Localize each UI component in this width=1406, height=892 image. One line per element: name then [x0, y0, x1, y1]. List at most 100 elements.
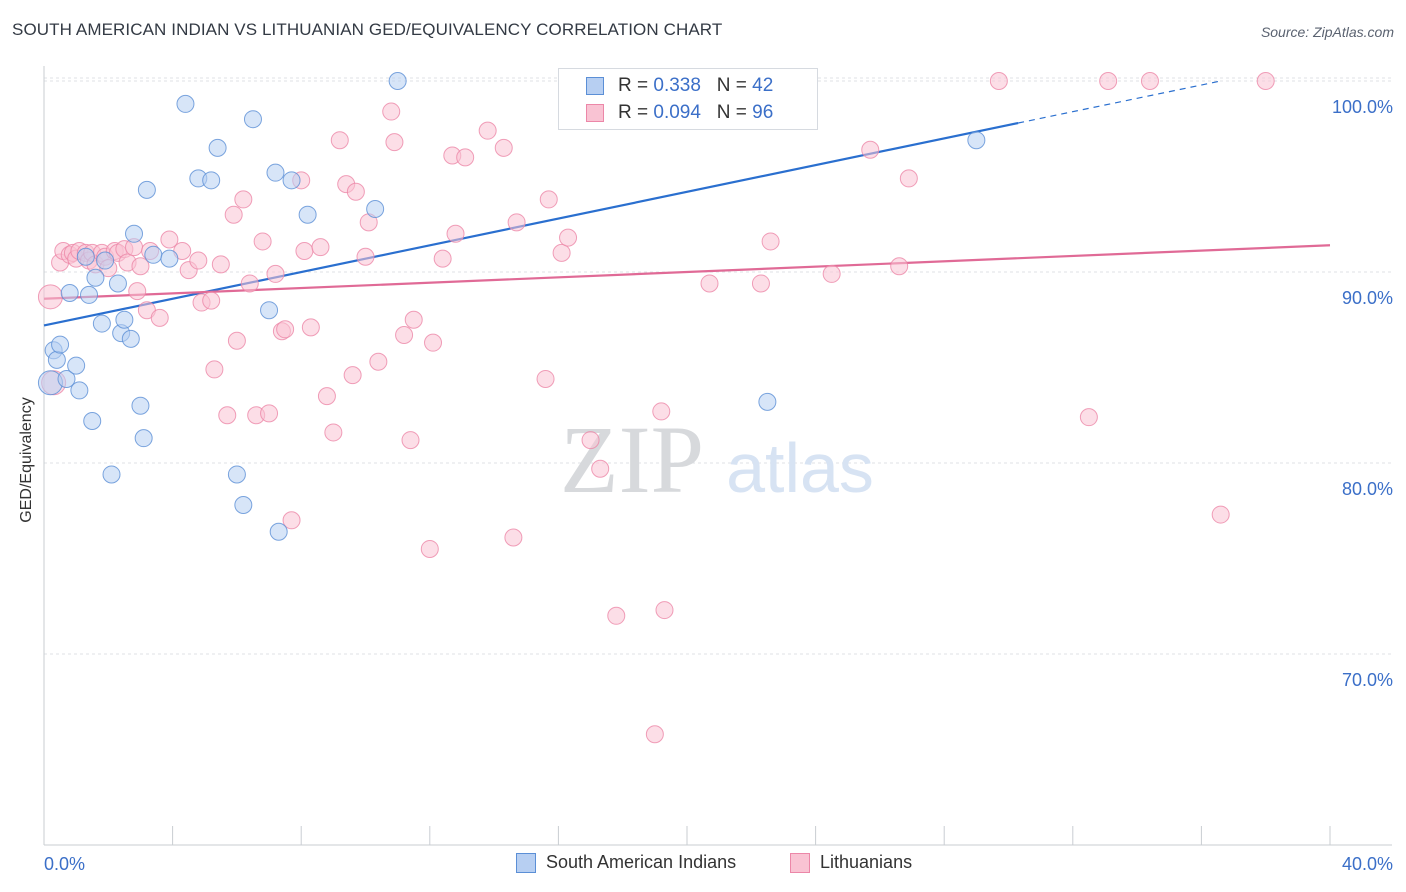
point-lithuanians	[861, 140, 880, 159]
point-south-american-indians	[47, 350, 66, 369]
legend-row-lithuanians: R = 0.094 N = 96	[586, 101, 773, 125]
point-south-american-indians	[388, 72, 407, 90]
bottom-legend-lithuanians: Lithuanians	[790, 852, 912, 873]
point-lithuanians	[536, 369, 555, 388]
point-lithuanians	[276, 320, 295, 339]
watermark: ZIP atlas	[560, 406, 874, 513]
point-lithuanians	[761, 232, 780, 251]
point-south-american-indians	[92, 314, 111, 333]
point-south-american-indians	[121, 329, 140, 348]
tick-labels: 70.0% 80.0% 90.0% 100.0% 0.0% 40.0%	[44, 97, 1393, 874]
point-lithuanians	[507, 213, 526, 232]
point-south-american-indians	[115, 310, 134, 329]
point-lithuanians	[128, 282, 147, 301]
point-lithuanians	[205, 360, 224, 379]
point-south-american-indians	[51, 335, 70, 354]
point-lithuanians	[890, 257, 909, 276]
watermark-zip: ZIP	[560, 406, 704, 513]
point-lithuanians	[202, 291, 221, 310]
legend-row-south-american-indians: R = 0.338 N = 42	[586, 74, 773, 98]
point-lithuanians	[260, 404, 279, 423]
point-lithuanians	[424, 333, 443, 352]
point-lithuanians	[324, 423, 343, 442]
point-lithuanians	[504, 528, 523, 547]
watermark-atlas: atlas	[726, 429, 874, 507]
point-lithuanians	[282, 511, 301, 530]
trend-line-extension	[1018, 80, 1221, 124]
point-lithuanians	[385, 133, 404, 152]
point-lithuanians	[395, 326, 414, 345]
point-south-american-indians	[67, 356, 86, 375]
point-lithuanians	[552, 243, 571, 262]
legend-n-label: N =	[716, 102, 747, 123]
point-lithuanians	[433, 249, 452, 268]
point-south-american-indians	[108, 274, 127, 293]
trend-lines	[43, 80, 1331, 327]
point-lithuanians	[1140, 72, 1159, 90]
point-lithuanians	[581, 431, 600, 450]
point-south-american-indians	[60, 284, 79, 303]
bottom-legend-label-1: South American Indians	[546, 852, 737, 872]
point-south-american-indians	[102, 465, 121, 484]
point-lithuanians	[211, 255, 230, 274]
point-lithuanians	[37, 284, 63, 310]
point-south-american-indians	[125, 224, 144, 243]
correlation-legend: R = 0.338 N = 42 R = 0.094 N = 96	[558, 68, 818, 130]
point-south-american-indians	[57, 369, 76, 388]
point-lithuanians	[494, 138, 513, 157]
point-lithuanians	[1079, 408, 1098, 427]
y-tick-label: 70.0%	[1342, 670, 1393, 690]
point-south-american-indians	[227, 465, 246, 484]
legend-swatch-pink	[586, 104, 604, 122]
point-south-american-indians	[202, 171, 221, 190]
point-lithuanians	[1099, 72, 1118, 90]
legend-r-value-2: 0.094	[653, 102, 701, 123]
point-south-american-indians	[176, 94, 195, 113]
point-lithuanians	[343, 366, 362, 385]
point-lithuanians	[301, 318, 320, 337]
point-lithuanians	[317, 387, 336, 406]
x-tick-label-min: 0.0%	[44, 854, 85, 874]
point-lithuanians	[607, 606, 626, 625]
point-south-american-indians	[260, 301, 279, 320]
point-south-american-indians	[86, 268, 105, 287]
point-lithuanians	[655, 601, 674, 620]
point-south-american-indians	[144, 245, 163, 264]
point-lithuanians	[478, 121, 497, 140]
point-south-american-indians	[70, 381, 89, 400]
point-lithuanians	[1256, 72, 1275, 90]
point-lithuanians	[253, 232, 272, 251]
gridlines	[44, 77, 1392, 655]
point-south-american-indians	[282, 171, 301, 190]
point-south-american-indians	[243, 110, 262, 129]
point-lithuanians	[330, 131, 349, 150]
legend-r-label: R =	[618, 102, 649, 123]
point-lithuanians	[899, 169, 918, 188]
point-lithuanians	[131, 257, 150, 276]
point-lithuanians	[652, 402, 671, 421]
point-south-american-indians	[208, 138, 227, 157]
point-lithuanians	[240, 274, 259, 293]
point-lithuanians	[227, 331, 246, 350]
bottom-legend-swatch-blue	[516, 852, 536, 873]
point-lithuanians	[356, 247, 375, 266]
y-tick-label: 100.0%	[1332, 97, 1393, 117]
point-lithuanians	[700, 274, 719, 293]
point-lithuanians	[234, 190, 253, 209]
point-lithuanians	[822, 264, 841, 283]
point-south-american-indians	[269, 522, 288, 541]
point-south-american-indians	[298, 205, 317, 224]
axes	[43, 66, 1392, 846]
point-south-american-indians	[137, 180, 156, 199]
point-lithuanians	[382, 102, 401, 121]
bottom-legend-swatch-pink	[790, 852, 810, 873]
point-lithuanians	[401, 431, 420, 450]
point-lithuanians	[160, 230, 179, 249]
bottom-legend-label-2: Lithuanians	[820, 852, 913, 872]
point-lithuanians	[591, 459, 610, 478]
point-south-american-indians	[967, 131, 986, 150]
point-lithuanians	[218, 406, 237, 425]
trend-line-lithuanians	[43, 244, 1331, 300]
point-lithuanians	[189, 251, 208, 270]
